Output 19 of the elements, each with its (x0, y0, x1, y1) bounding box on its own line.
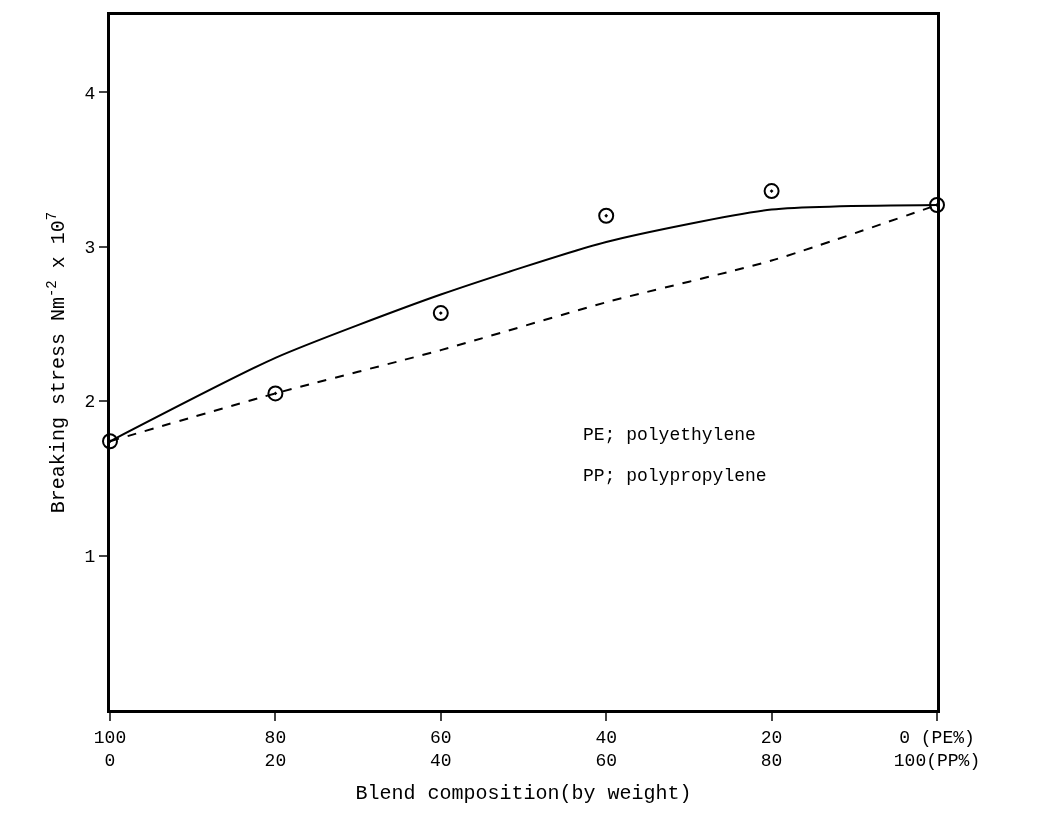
point (432, 305, 449, 322)
y-tick-label: 3 (84, 237, 96, 258)
point (598, 207, 615, 224)
annotation: PE; polyethylene (583, 425, 756, 445)
x-tick-label: 20 80 (760, 727, 783, 771)
x-axis-title: Blend composition(by weight) (355, 781, 692, 805)
annotation: PP; polypropylene (583, 466, 767, 486)
point (267, 385, 284, 402)
x-tick-label: 40 60 (595, 727, 617, 771)
point (763, 183, 780, 200)
point (929, 196, 945, 213)
x-tick-label: 100 0 (93, 727, 127, 771)
point (102, 433, 118, 450)
y-tick-label: 2 (84, 392, 96, 413)
x-tick-label: 0 (PE%) 100(PP%) (893, 727, 981, 771)
y-tick-label: 4 (84, 83, 96, 104)
y-tick-label: 1 (84, 546, 96, 567)
x-tick-label: 60 40 (430, 727, 452, 771)
x-tick-label: 80 20 (264, 727, 287, 771)
